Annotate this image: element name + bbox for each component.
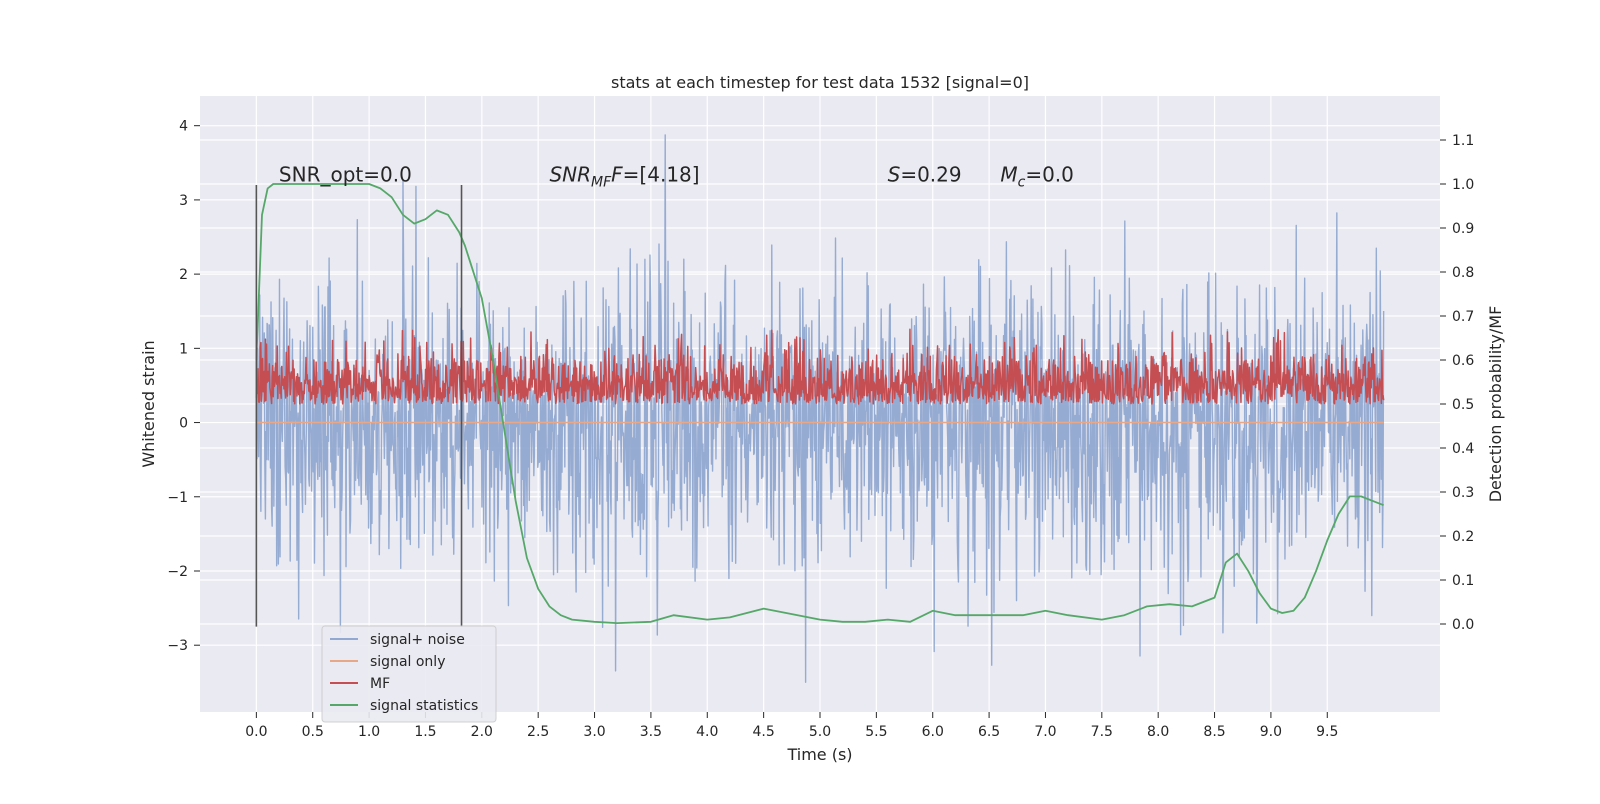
- y-tick-label: 3: [179, 193, 188, 209]
- y-tick-label: 1: [179, 341, 188, 357]
- series-layer: [255, 134, 1385, 683]
- y2-tick-label: 0.0: [1452, 617, 1474, 633]
- annotation-part: MF: [591, 174, 612, 190]
- x-tick-label: 9.0: [1260, 724, 1282, 740]
- legend: signal+ noise signal only MF signal statist…: [321, 625, 497, 723]
- y2-tick-label: 0.5: [1452, 397, 1474, 413]
- y-tick-label: 0: [179, 416, 188, 432]
- legend-label: signal only: [370, 654, 445, 670]
- annotation-part: S: [888, 162, 901, 186]
- axes: 0.0 0.5 1.0 1.5 2.0 2.5 3.0 3.5 4.0 4.5 5.0 5.5 6.0 6…: [167, 119, 1474, 740]
- x-axis-label: Time (s): [786, 745, 852, 764]
- x-tick-label: 7.5: [1091, 724, 1113, 740]
- y-tick-label: −2: [167, 564, 188, 580]
- x-tick-label: 5.0: [809, 724, 831, 740]
- x-tick-label: 1.5: [414, 724, 436, 740]
- annotation-part: SNR_opt=0.0: [279, 162, 412, 186]
- y2-tick-label: 0.6: [1452, 353, 1474, 369]
- annotation: S=0.29: [888, 162, 962, 186]
- y2-tick-label: 0.1: [1452, 573, 1474, 589]
- series-line-signal-noise: [255, 134, 1385, 683]
- x-tick-label: 4.5: [753, 724, 775, 740]
- x-tick-label: 7.0: [1034, 724, 1056, 740]
- annotation-part: SNR: [549, 162, 591, 186]
- x-tick-label: 8.0: [1147, 724, 1169, 740]
- x-tick-label: 5.5: [865, 724, 887, 740]
- x-tick-label: 6.0: [922, 724, 944, 740]
- annotation-part: F: [611, 162, 623, 186]
- y-tick-label: 4: [179, 119, 188, 135]
- chart-title: stats at each timestep for test data 153…: [611, 73, 1029, 92]
- annotations: SNR_opt=0.0 SNRMFF=[4.18] S=0.29 Mc=0.0: [279, 162, 1074, 190]
- y-tick-label: 2: [179, 267, 188, 283]
- x-tick-label: 8.5: [1203, 724, 1225, 740]
- annotation-part: M: [1000, 162, 1017, 186]
- series-line-mf: [255, 328, 1385, 405]
- legend-label: signal+ noise: [370, 632, 465, 648]
- y2-tick-label: 0.8: [1452, 265, 1474, 281]
- annotation-part: =[4.18]: [623, 162, 700, 186]
- series-line-signal-statistics: [255, 183, 1384, 625]
- x-tick-label: 4.0: [696, 724, 718, 740]
- x-tick-label: 6.5: [978, 724, 1000, 740]
- x-tick-label: 3.5: [640, 724, 662, 740]
- y-tick-label: −1: [167, 490, 188, 506]
- y2-tick-label: 0.4: [1452, 441, 1474, 457]
- y2-tick-label: 1.0: [1452, 177, 1474, 193]
- y2-tick-label: 1.1: [1452, 133, 1474, 149]
- annotation: Mc=0.0: [1000, 162, 1074, 190]
- y2-axis-label: Detection probability/MF: [1486, 306, 1505, 503]
- x-tick-label: 3.0: [583, 724, 605, 740]
- y2-tick-label: 0.2: [1452, 529, 1474, 545]
- y2-tick-label: 0.3: [1452, 485, 1474, 501]
- x-tick-label: 0.5: [302, 724, 324, 740]
- y2-tick-label: 0.9: [1452, 221, 1474, 237]
- y2-tick-label: 0.7: [1452, 309, 1474, 325]
- annotation-part: c: [1018, 174, 1026, 190]
- x-tick-label: 2.5: [527, 724, 549, 740]
- x-tick-label: 0.0: [245, 724, 267, 740]
- x-tick-label: 1.0: [358, 724, 380, 740]
- x-tick-label: 2.0: [471, 724, 493, 740]
- annotation-part: =0.29: [900, 162, 961, 186]
- x-tick-label: 9.5: [1316, 724, 1338, 740]
- annotation: SNRMFF=[4.18]: [549, 162, 699, 190]
- legend-label: signal statistics: [370, 698, 478, 714]
- vertical-markers: [255, 185, 463, 627]
- annotation: SNR_opt=0.0: [279, 162, 412, 186]
- y-tick-label: −3: [167, 638, 188, 654]
- legend-label: MF: [370, 676, 390, 692]
- annotation-part: =0.0: [1025, 162, 1074, 186]
- y-axis-label: Whitened strain: [139, 340, 158, 467]
- legend-box: [321, 625, 497, 723]
